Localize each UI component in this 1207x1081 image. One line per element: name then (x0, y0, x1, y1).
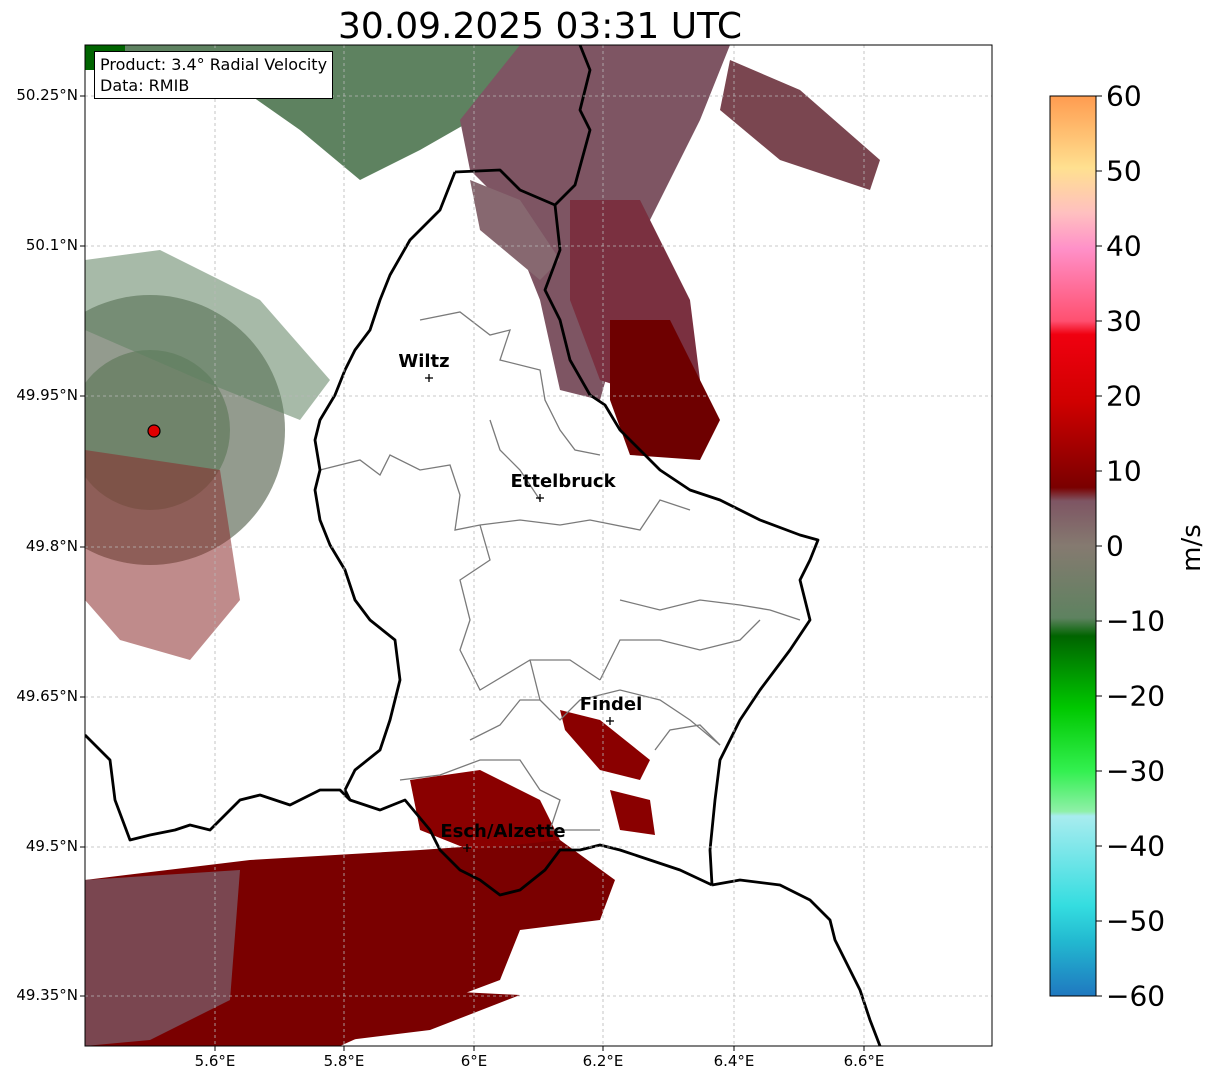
info-data-source: Data: RMIB (100, 76, 190, 95)
lat-tick-label: 50.25°N (16, 86, 78, 104)
echo-radar-clutter (85, 250, 330, 660)
colorbar-tick-label: 40 (1106, 229, 1142, 263)
colorbar-unit-label: m/s (1176, 524, 1207, 572)
colorbar-tick-label: 30 (1106, 304, 1142, 338)
radar-site-marker (147, 424, 161, 438)
plot-area (85, 45, 992, 1046)
lat-tick-label: 49.65°N (16, 687, 78, 705)
lat-tick-label: 50.1°N (25, 236, 78, 254)
echo-northeast (460, 45, 880, 460)
lon-tick-label: 6°E (460, 1052, 488, 1070)
city-label-wiltz: Wiltz (398, 351, 450, 372)
colorbar-tick-label: −20 (1106, 679, 1166, 713)
echo-south (85, 710, 655, 1046)
colorbar (1049, 95, 1102, 997)
colorbar-tick-label: 60 (1106, 79, 1142, 113)
city-label-findel: Findel (579, 694, 643, 715)
lon-tick-label: 6.2°E (582, 1052, 624, 1070)
lon-tick-label: 5.6°E (194, 1052, 236, 1070)
info-box: Product: 3.4° Radial Velocity Data: RMIB (94, 51, 334, 99)
city-label-esch-alzette: Esch/Alzette (440, 821, 566, 842)
colorbar-tick-label: −60 (1106, 979, 1166, 1013)
plot-frame (84, 44, 993, 1047)
city-label-ettelbruck: Ettelbruck (510, 471, 616, 492)
lon-tick-label: 5.8°E (323, 1052, 365, 1070)
lat-tick-label: 49.35°N (16, 986, 78, 1004)
lon-tick-label: 6.6°E (843, 1052, 885, 1070)
city-markers (425, 374, 614, 852)
axis-ticks (80, 95, 865, 1051)
colorbar-tick-label: −40 (1106, 829, 1166, 863)
colorbar-tick-label: 50 (1106, 154, 1142, 188)
colorbar-tick-label: −50 (1106, 904, 1166, 938)
lat-tick-label: 49.5°N (25, 837, 78, 855)
colorbar-tick-label: 20 (1106, 379, 1142, 413)
lon-tick-label: 6.4°E (713, 1052, 755, 1070)
lat-tick-label: 49.95°N (16, 386, 78, 404)
colorbar-tick-label: −30 (1106, 754, 1166, 788)
lat-tick-label: 49.8°N (25, 537, 78, 555)
colorbar-tick-label: 10 (1106, 454, 1142, 488)
colorbar-tick-label: −10 (1106, 604, 1166, 638)
colorbar-tick-label: 0 (1106, 529, 1124, 563)
country-borders (85, 45, 882, 1046)
map-title: 30.09.2025 03:31 UTC (337, 6, 743, 47)
district-borders (319, 311, 801, 831)
info-product: Product: 3.4° Radial Velocity (100, 55, 328, 74)
